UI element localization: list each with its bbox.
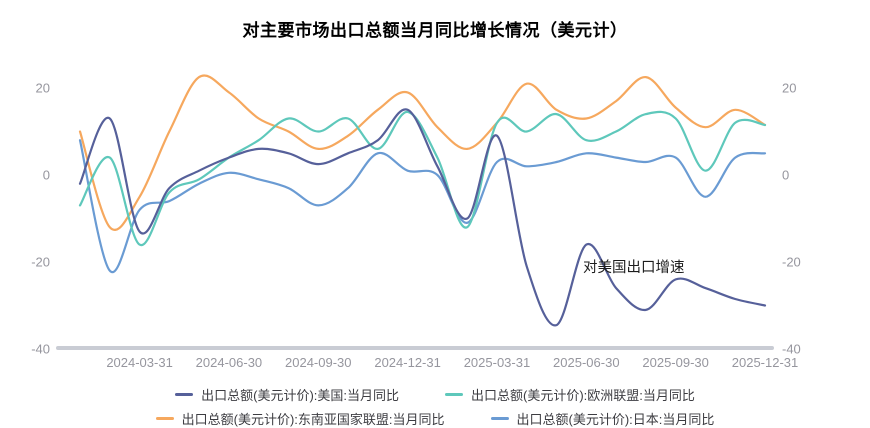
legend-marker-line (175, 393, 194, 396)
series-line-3 (78, 139, 767, 274)
x-axis-tick-label: 2025-03-31 (464, 355, 531, 370)
legend-row: 出口总额(美元计价):东南亚国家联盟:当月同比 出口总额(美元计价):日本:当月同… (155, 408, 715, 428)
legend-marker-line (445, 393, 463, 396)
y-axis-tick-label-left: -40 (31, 342, 50, 357)
x-axis-tick-label: 2024-09-30 (285, 355, 352, 370)
x-axis-tick-label: 2025-09-30 (642, 355, 709, 370)
chart-annotation: 对美国出口增速 (583, 259, 685, 276)
legend-row: 出口总额(美元计价):美国:当月同比 出口总额(美元计价):欧洲联盟:当月同比 (175, 384, 695, 405)
x-axis-tick-label: 2024-06-30 (196, 355, 263, 370)
series-line-1 (78, 110, 767, 246)
x-axis-tick-label: 2024-12-31 (374, 355, 441, 370)
legend-item-label: 出口总额(美元计价):欧洲联盟:当月同比 (471, 388, 695, 403)
series-line-0 (78, 108, 767, 327)
y-axis-tick-label-right: -20 (782, 255, 801, 270)
legend-item[interactable]: 出口总额(美元计价):东南亚国家联盟:当月同比 (155, 409, 445, 428)
x-axis-tick-label: 2024-03-31 (106, 355, 173, 370)
legend-item[interactable]: 出口总额(美元计价):美国:当月同比 (175, 385, 399, 404)
chart-canvas: 20 20 0 0 -20 -20 -40 -40 2024-03-31 2024-06-30 20… (31, 74, 801, 370)
legend-item-label: 出口总额(美元计价):东南亚国家联盟:当月同比 (181, 412, 445, 427)
legend-marker-line (155, 417, 174, 420)
legend-item[interactable]: 出口总额(美元计价):日本:当月同比 (490, 409, 715, 428)
y-axis-tick-label-right: -40 (782, 342, 801, 357)
series-line-2 (78, 74, 767, 231)
legend-item-label: 出口总额(美元计价):日本:当月同比 (516, 412, 715, 427)
legend-marker-line (490, 417, 509, 420)
x-axis-tick-label: 2025-06-30 (553, 355, 620, 370)
y-axis-tick-label-right: 0 (782, 168, 789, 183)
chart-legend: 出口总额(美元计价):美国:当月同比 出口总额(美元计价):欧洲联盟:当月同比 出口… (0, 384, 870, 428)
y-axis-tick-label-right: 20 (782, 81, 796, 96)
y-axis-tick-label-left: 20 (36, 81, 50, 96)
x-axis-tick-label: 2025-12-31 (732, 355, 799, 370)
y-axis-tick-label-left: 0 (43, 168, 50, 183)
legend-item[interactable]: 出口总额(美元计价):欧洲联盟:当月同比 (445, 385, 695, 404)
legend-item-label: 出口总额(美元计价):美国:当月同比 (201, 388, 399, 403)
y-axis-tick-label-left: -20 (31, 255, 50, 270)
chart-title: 对主要市场出口总额当月同比增长情况（美元计） (242, 21, 628, 40)
